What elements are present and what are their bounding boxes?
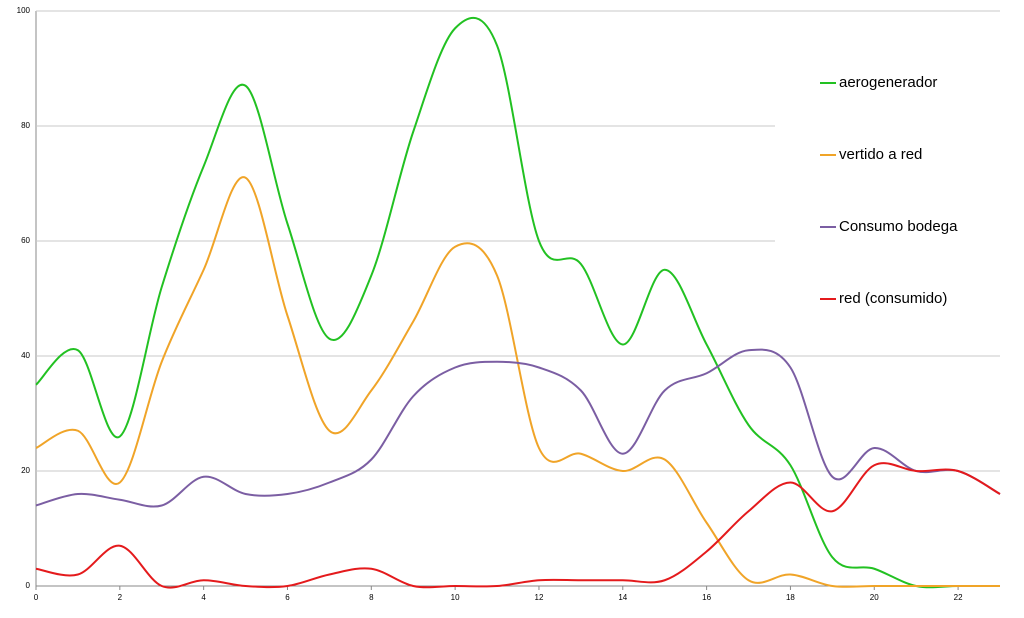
series-line [35, 176, 1000, 588]
x-tick-label: 12 [535, 593, 544, 602]
y-tick-label: 0 [26, 581, 31, 590]
legend-label: Consumo bodega [839, 218, 958, 235]
x-tick-label: 18 [786, 593, 795, 602]
x-tick-label: 2 [118, 593, 123, 602]
x-tick-label: 20 [870, 593, 879, 602]
series-line [35, 16, 1000, 589]
series-line [35, 348, 1001, 508]
x-tick-label: 22 [954, 593, 963, 602]
x-tick-label: 10 [451, 593, 460, 602]
y-tick-label: 20 [21, 466, 30, 475]
x-tick-label: 0 [34, 593, 39, 602]
legend-label: aerogenerador [839, 74, 937, 91]
legend-label: red (consumido) [839, 290, 947, 307]
legend-box [775, 30, 1015, 330]
y-tick-label: 40 [21, 351, 30, 360]
x-tick-label: 16 [702, 593, 711, 602]
legend-label: vertido a red [839, 146, 922, 163]
y-tick-label: 80 [21, 121, 30, 130]
y-tick-label: 100 [17, 6, 31, 15]
y-tick-label: 60 [21, 236, 30, 245]
x-tick-label: 6 [285, 593, 290, 602]
x-tick-label: 14 [618, 593, 627, 602]
x-tick-label: 8 [369, 593, 374, 602]
series-line [35, 462, 1001, 589]
x-tick-label: 4 [201, 593, 206, 602]
